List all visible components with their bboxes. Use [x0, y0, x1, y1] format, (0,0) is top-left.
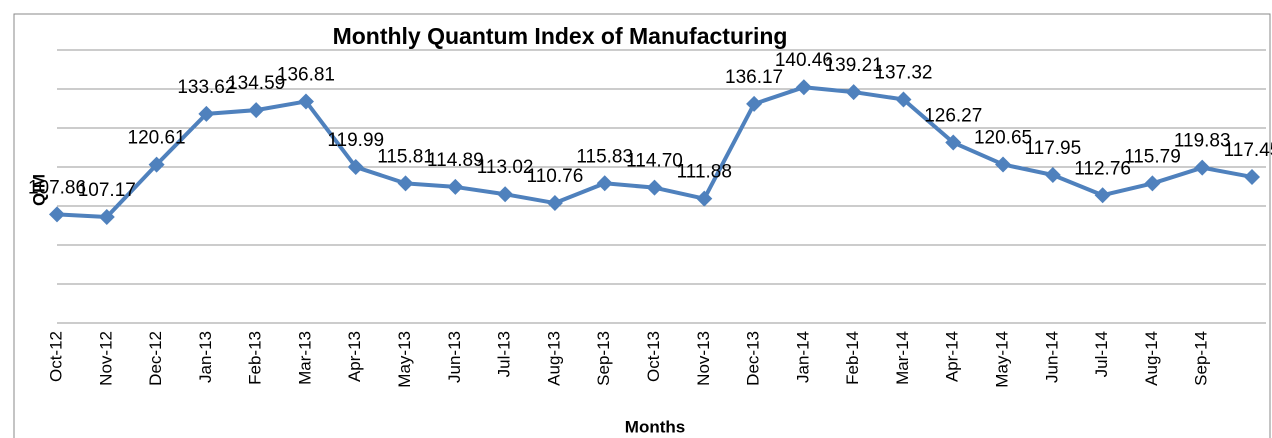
- x-tick-label: Jul-14: [1092, 331, 1111, 377]
- x-tick-label: Feb-13: [246, 331, 265, 385]
- data-label: 107.17: [78, 180, 136, 201]
- x-tick-label: Sep-13: [594, 331, 613, 386]
- data-point: [795, 79, 812, 96]
- x-tick-label: Aug-13: [544, 331, 563, 386]
- data-label: 134.59: [227, 73, 285, 94]
- data-point: [248, 102, 265, 119]
- data-label: 140.46: [775, 50, 833, 71]
- data-label: 133.62: [177, 77, 235, 98]
- x-tick-label: Jan-14: [793, 331, 812, 383]
- data-label: 139.21: [825, 55, 883, 76]
- data-label: 120.65: [974, 127, 1032, 148]
- data-label: 136.81: [277, 64, 335, 85]
- data-point: [596, 175, 613, 192]
- data-label: 112.76: [1074, 158, 1131, 179]
- data-point: [347, 159, 364, 176]
- data-label: 115.79: [1124, 146, 1181, 167]
- x-tick-label: Jan-13: [196, 331, 215, 383]
- x-tick-label: May-14: [993, 331, 1012, 388]
- data-point: [1244, 168, 1260, 185]
- x-tick-label: Apr-14: [943, 331, 962, 382]
- data-point: [546, 195, 563, 212]
- x-tick-label: Nov-13: [694, 331, 713, 386]
- data-point: [646, 179, 663, 196]
- data-label: 137.32: [874, 62, 932, 83]
- x-tick-label: Mar-13: [295, 331, 314, 385]
- data-label: 136.17: [725, 67, 783, 88]
- x-tick-label: Jun-13: [445, 331, 464, 383]
- data-point: [397, 175, 414, 192]
- data-label: 126.27: [924, 106, 982, 127]
- chart-frame: [13, 13, 1271, 438]
- data-point: [49, 206, 65, 223]
- data-label: 113.02: [477, 157, 534, 178]
- x-tick-label: Feb-14: [843, 331, 862, 385]
- x-tick-label: Dec-13: [744, 331, 763, 386]
- data-point: [895, 91, 912, 108]
- x-tick-label: Dec-12: [146, 331, 165, 386]
- data-point: [98, 209, 115, 226]
- data-label: 119.99: [327, 130, 384, 151]
- data-point: [1094, 187, 1111, 204]
- y-axis-label: QIM: [29, 174, 48, 206]
- data-point: [1194, 159, 1211, 176]
- data-point: [198, 105, 215, 122]
- x-tick-label: May-13: [395, 331, 414, 388]
- data-point: [447, 178, 464, 195]
- x-tick-label: Sep-14: [1192, 331, 1211, 386]
- data-point: [148, 156, 165, 173]
- data-point: [1144, 175, 1161, 192]
- x-tick-label: Apr-13: [345, 331, 364, 382]
- data-point: [995, 156, 1012, 173]
- x-tick-label: Oct-13: [644, 331, 663, 382]
- data-label: 120.61: [128, 128, 186, 149]
- x-tick-label: Aug-14: [1142, 331, 1161, 386]
- x-tick-label: Nov-12: [96, 331, 115, 386]
- data-label: 115.83: [576, 146, 633, 167]
- data-point: [746, 95, 763, 112]
- data-label: 115.81: [377, 146, 434, 167]
- data-point: [1044, 166, 1061, 183]
- data-point: [945, 134, 962, 151]
- chart-title: Monthly Quantum Index of Manufacturing: [333, 23, 788, 49]
- data-label: 117.45: [1224, 140, 1272, 161]
- data-point: [497, 186, 514, 203]
- data-point: [297, 93, 314, 110]
- data-label: 114.89: [427, 150, 484, 171]
- data-point: [696, 190, 713, 207]
- data-label: 110.76: [527, 166, 584, 187]
- data-point: [845, 84, 862, 101]
- x-tick-label: Oct-12: [46, 331, 65, 382]
- x-tick-label: Jul-13: [495, 331, 514, 377]
- data-label: 114.70: [626, 151, 683, 172]
- x-tick-label: Jun-14: [1042, 331, 1061, 383]
- data-label: 117.95: [1024, 138, 1081, 159]
- data-label: 119.83: [1174, 131, 1231, 152]
- x-axis-label: Months: [625, 417, 685, 436]
- data-label: 107.86: [28, 177, 86, 198]
- x-tick-label: Mar-14: [893, 331, 912, 385]
- data-label: 111.88: [677, 162, 732, 183]
